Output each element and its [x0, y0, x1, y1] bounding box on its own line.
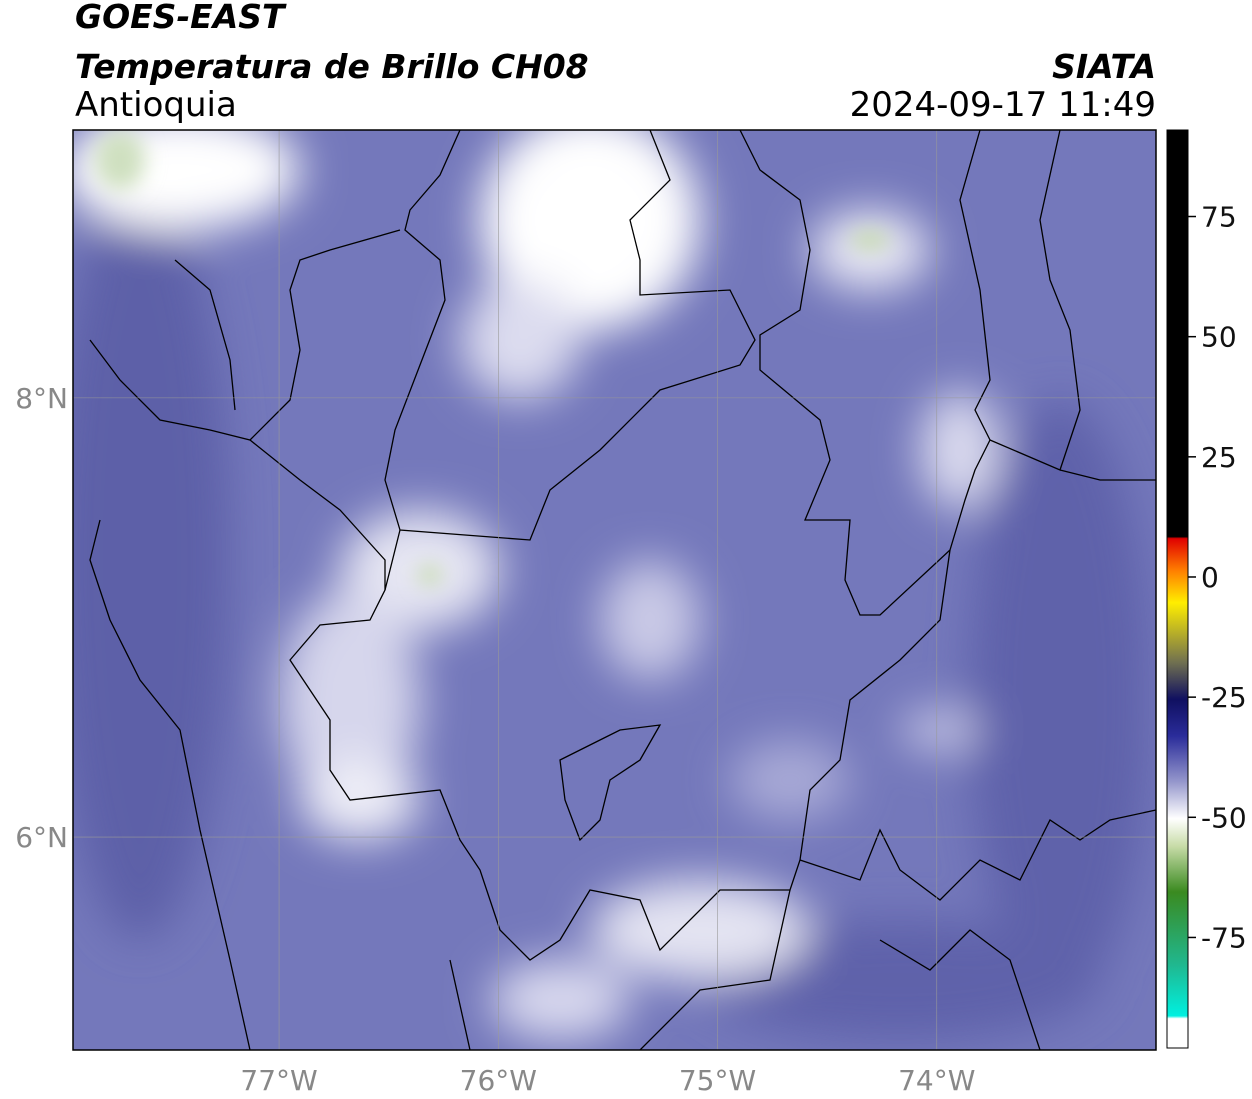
colorbar-tick-label: -50: [1201, 801, 1247, 834]
region: Antioquia: [75, 85, 237, 125]
colorbar-tick-label: 50: [1201, 321, 1237, 354]
colorbar-tick-label: 0: [1201, 561, 1219, 594]
title: GOES-EAST: [75, 0, 287, 36]
colorbar-tick-label: -75: [1201, 921, 1247, 954]
y-tick-label: 6°N: [15, 821, 68, 854]
colorbar-tick-label: 25: [1201, 441, 1237, 474]
x-tick-label: 74°W: [898, 1064, 975, 1097]
map-image: [73, 130, 1156, 1050]
source: SIATA: [1052, 47, 1156, 86]
map-frame: [72, 129, 1157, 1051]
x-tick-label: 76°W: [460, 1064, 537, 1097]
y-tick-label: 8°N: [15, 382, 68, 415]
colorbar: [1166, 129, 1189, 1049]
x-tick-label: 77°W: [240, 1064, 317, 1097]
subtitle: Temperatura de Brillo CH08: [75, 47, 589, 86]
colorbar-tick-label: -25: [1201, 681, 1247, 714]
colorbar-tick-label: 75: [1201, 201, 1237, 234]
timestamp: 2024-09-17 11:49: [850, 85, 1156, 125]
x-tick-label: 75°W: [679, 1064, 756, 1097]
borders: [89, 130, 1156, 1050]
